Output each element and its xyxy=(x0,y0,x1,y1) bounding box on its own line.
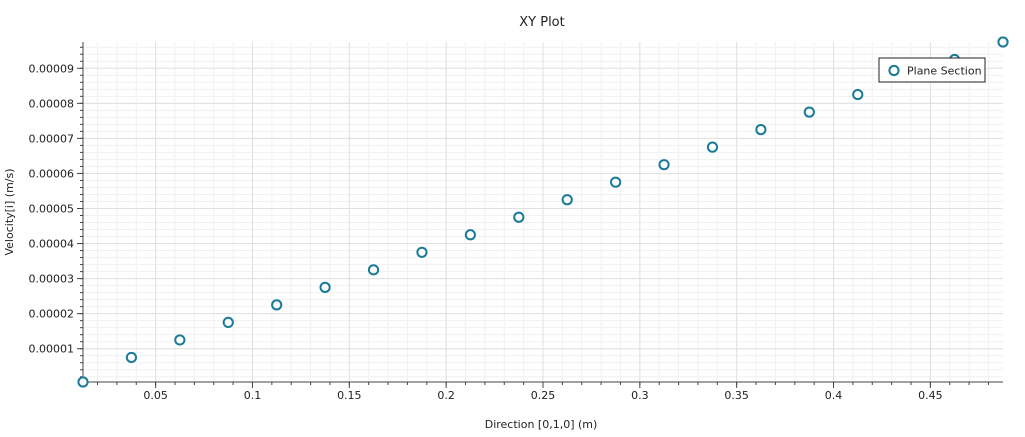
data-point xyxy=(610,176,622,188)
data-point xyxy=(319,281,331,293)
data-point xyxy=(755,124,767,136)
x-tick-label: 0.05 xyxy=(143,389,168,402)
x-axis-label: Direction [0,1,0] (m) xyxy=(485,418,598,431)
y-ticks: 0.00001 0.00002 0.00003 0.00004 0.00005 0.000… xyxy=(29,62,83,356)
y-tick-label: 0.00005 xyxy=(29,202,75,215)
x-tick-label: 0.45 xyxy=(918,389,943,402)
x-tick-label: 0.15 xyxy=(337,389,362,402)
data-point xyxy=(271,299,283,311)
x-tick-label: 0.3 xyxy=(631,389,649,402)
data-point xyxy=(77,376,89,388)
chart-title: XY Plot xyxy=(519,15,564,30)
data-point xyxy=(174,334,186,346)
x-tick-label: 0.1 xyxy=(244,389,262,402)
x-tick-label: 0.35 xyxy=(724,389,749,402)
data-point xyxy=(513,211,525,223)
data-point xyxy=(367,264,380,276)
x-tick-label: 0.25 xyxy=(531,389,556,402)
data-point xyxy=(706,141,719,153)
data-point xyxy=(222,316,234,329)
y-tick-label: 0.00009 xyxy=(29,62,75,75)
x-tick-label: 0.2 xyxy=(437,389,455,402)
data-point xyxy=(803,106,815,118)
legend: Plane Section xyxy=(878,57,986,83)
y-tick-label: 0.00001 xyxy=(29,343,75,356)
legend-marker-circle-icon xyxy=(888,64,900,77)
y-tick-label: 0.00002 xyxy=(29,308,75,321)
data-point xyxy=(464,229,476,241)
data-point xyxy=(658,159,670,171)
data-point xyxy=(997,36,1009,48)
y-tick-label: 0.00006 xyxy=(29,167,75,180)
data-point xyxy=(416,246,428,258)
data-point xyxy=(561,194,573,206)
y-tick-label: 0.00003 xyxy=(29,273,75,286)
y-tick-label: 0.00004 xyxy=(29,238,75,251)
legend-label-plane-section: Plane Section xyxy=(907,65,982,78)
major-grid xyxy=(83,42,1003,382)
y-axis-label: Velocity[i] (m/s) xyxy=(3,168,16,255)
x-tick-label: 0.4 xyxy=(825,389,843,402)
x-ticks: 0.05 0.1 0.15 0.2 0.25 0.3 0.35 0.4 0.45 xyxy=(143,382,943,402)
data-point xyxy=(125,351,138,364)
y-tick-label: 0.00008 xyxy=(29,97,75,110)
data-point xyxy=(852,88,864,101)
x-minor-ticks xyxy=(97,382,989,385)
y-tick-label: 0.00007 xyxy=(29,132,75,145)
